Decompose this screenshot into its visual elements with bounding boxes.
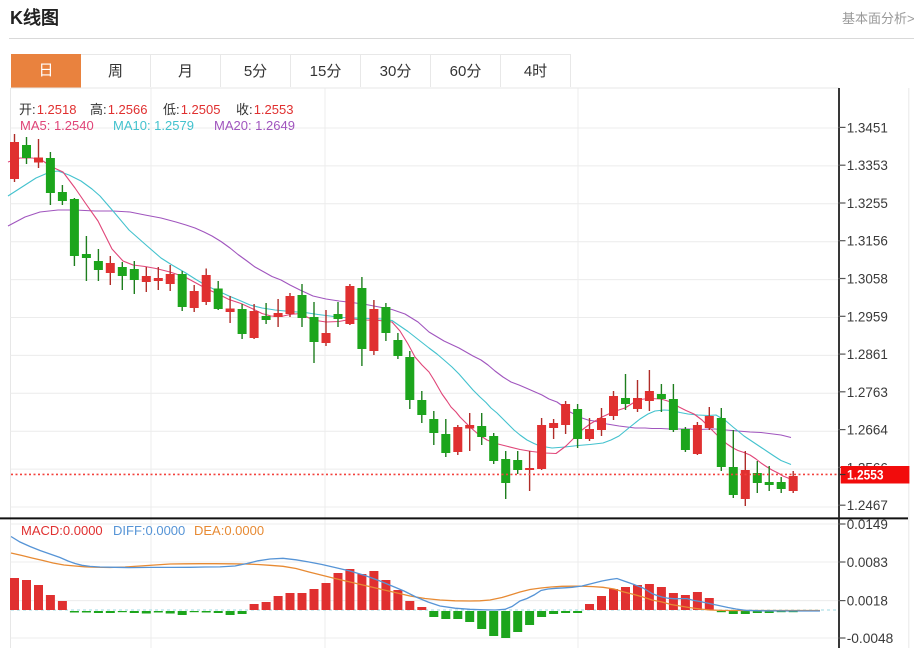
svg-text:1.2861: 1.2861 — [847, 346, 888, 362]
svg-text:0.0083: 0.0083 — [847, 554, 888, 570]
svg-text:-0.0048: -0.0048 — [847, 630, 894, 646]
svg-text:1.2467: 1.2467 — [847, 497, 888, 513]
svg-text:1.3058: 1.3058 — [847, 271, 888, 287]
svg-text:1.2553: 1.2553 — [847, 467, 884, 483]
svg-text:0.0149: 0.0149 — [847, 516, 888, 532]
svg-text:1.2664: 1.2664 — [847, 422, 888, 438]
svg-text:1.3255: 1.3255 — [847, 195, 888, 211]
svg-text:1.3353: 1.3353 — [847, 157, 888, 173]
svg-text:1.2959: 1.2959 — [847, 308, 888, 324]
svg-text:1.2763: 1.2763 — [847, 384, 888, 400]
svg-text:1.3451: 1.3451 — [847, 119, 888, 135]
svg-text:0.0018: 0.0018 — [847, 593, 888, 609]
svg-text:1.3156: 1.3156 — [847, 233, 888, 249]
